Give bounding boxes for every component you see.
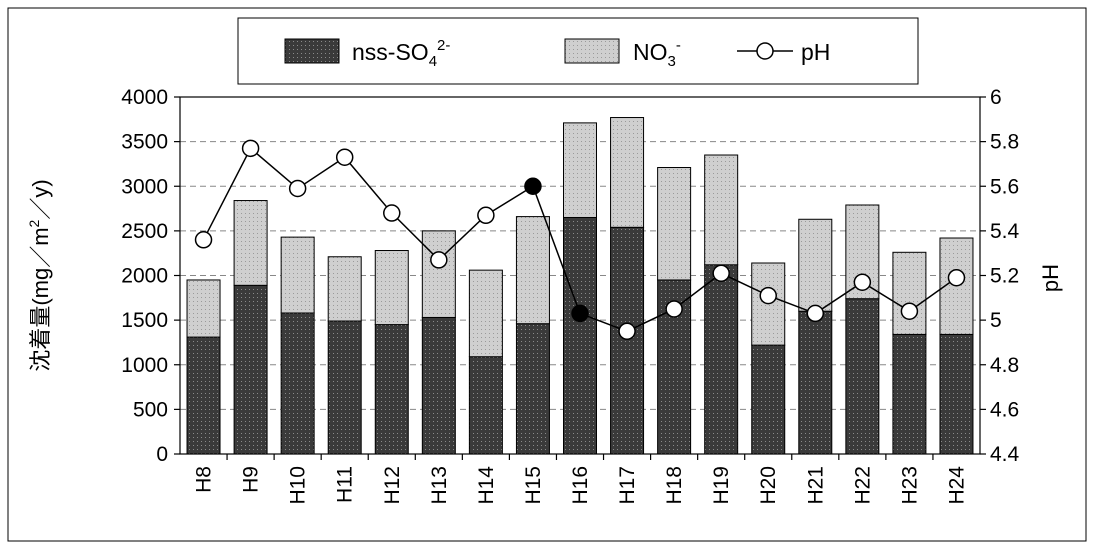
bars	[186, 117, 974, 455]
bar-no3-H15	[515, 216, 550, 325]
y2-tick-label: 5.2	[990, 265, 1019, 288]
ph-point-H20	[759, 286, 777, 305]
bar-so4-H13	[421, 316, 456, 455]
bar-no3-H9	[233, 200, 268, 286]
y2-tick-label: 5.6	[990, 175, 1019, 198]
x-tick-label-H23: H23	[898, 466, 921, 505]
bar-no3-H11	[327, 256, 362, 322]
x-tick-label-H9: H9	[240, 466, 263, 493]
y-tick-label: 3000	[121, 175, 168, 198]
y2-tick-label: 4.6	[990, 398, 1019, 421]
ph-point-H14	[477, 206, 495, 225]
bar-no3-H8	[186, 279, 221, 338]
bar-no3-H13	[421, 230, 456, 318]
y2-tick-label: 5.4	[990, 220, 1020, 243]
bar-no3-H18	[657, 167, 692, 281]
x-tick-label-H22: H22	[851, 466, 874, 505]
y-axis-title: 沈着量(mg／m2／y)	[26, 179, 53, 371]
legend-swatch-so4	[284, 38, 340, 64]
ph-point-H22	[853, 273, 872, 291]
ph-line	[194, 139, 966, 341]
bar-no3-H12	[374, 250, 409, 326]
bar-so4-H9	[233, 284, 268, 455]
x-tick-label-H18: H18	[663, 466, 686, 505]
bar-no3-H16	[563, 122, 597, 218]
bar-so4-H24	[939, 333, 974, 455]
x-tick-label-H19: H19	[710, 466, 733, 505]
x-tick-label-H24: H24	[945, 466, 968, 505]
x-tick-label-H10: H10	[287, 466, 310, 505]
y2-tick-label: 4.8	[990, 354, 1019, 377]
ph-point-H17	[618, 322, 636, 341]
bar-so4-H15	[515, 323, 550, 455]
bar-no3-H10	[280, 236, 315, 314]
ph-point-H23	[900, 302, 919, 320]
legend-label-no3: NO3-	[633, 37, 681, 70]
ph-point-H16	[571, 304, 589, 323]
legend-label-so4: nss-SO42-	[352, 37, 450, 70]
bar-so4-H20	[751, 344, 786, 455]
bar-so4-H21	[798, 310, 833, 455]
x-tick-label-H16: H16	[569, 466, 592, 505]
ph-point-H19	[712, 264, 730, 283]
x-tick-label-H13: H13	[428, 466, 451, 505]
y2-tick-label: 5	[990, 309, 1002, 332]
y2-axis-title: pH	[1038, 264, 1063, 292]
ph-point-H18	[665, 300, 683, 318]
y2-tick-label: 5.8	[990, 131, 1019, 154]
bar-so4-H12	[374, 324, 409, 455]
ph-point-H21	[806, 304, 825, 323]
bar-no3-H19	[704, 154, 739, 266]
axes: 0 500 1000 1500 2000 2500 3000 3500 4000 4.4 4.6 4.…	[121, 86, 1019, 505]
legend-marker-ph	[756, 42, 774, 60]
ph-point-H13	[430, 251, 448, 269]
bar-so4-H17	[610, 226, 645, 455]
x-tick-label-H17: H17	[616, 466, 639, 505]
x-tick-label-H8: H8	[193, 466, 216, 493]
bar-so4-H11	[327, 320, 362, 455]
bar-so4-H8	[186, 336, 221, 455]
legend: nss-SO42- NO3- pH	[237, 17, 919, 85]
ph-point-H12	[383, 204, 401, 222]
ph-point-H9	[241, 139, 260, 158]
bar-no3-H21	[798, 218, 833, 312]
ph-point-H10	[288, 179, 307, 198]
bar-no3-H14	[468, 269, 503, 358]
y-tick-label: 3500	[121, 131, 168, 154]
y-tick-label: 500	[133, 398, 168, 421]
legend-swatch-no3	[564, 38, 620, 64]
ph-point-H15	[524, 177, 542, 195]
bar-no3-H17	[610, 117, 645, 228]
bar-so4-H23	[892, 333, 927, 455]
y2-tick-label: 4.4	[990, 443, 1020, 466]
y2-tick-label: 6	[990, 86, 1002, 109]
legend-label-ph: pH	[801, 39, 830, 65]
x-tick-label-H20: H20	[757, 466, 780, 505]
y-tick-label: 4000	[121, 86, 168, 109]
x-tick-label-H15: H15	[522, 466, 545, 505]
x-tick-label-H14: H14	[475, 466, 498, 505]
x-tick-label-H11: H11	[334, 466, 357, 503]
bar-so4-H10	[280, 312, 315, 455]
y-tick-label: 2500	[121, 220, 168, 243]
y-tick-label: 0	[156, 443, 168, 466]
ph-point-H11	[335, 148, 354, 166]
bar-so4-H16	[563, 216, 597, 455]
ph-point-H8	[194, 231, 213, 249]
bar-so4-H14	[468, 356, 503, 455]
x-tick-label-H21: H21	[804, 466, 827, 505]
bar-so4-H22	[845, 298, 880, 455]
bar-no3-H23	[892, 251, 927, 335]
y-tick-label: 1500	[121, 309, 168, 332]
ph-point-H24	[947, 268, 966, 287]
bar-so4-H19	[704, 264, 739, 455]
y-tick-label: 2000	[121, 265, 168, 288]
x-tick-label-H12: H12	[381, 466, 404, 505]
y-tick-label: 1000	[121, 354, 168, 377]
